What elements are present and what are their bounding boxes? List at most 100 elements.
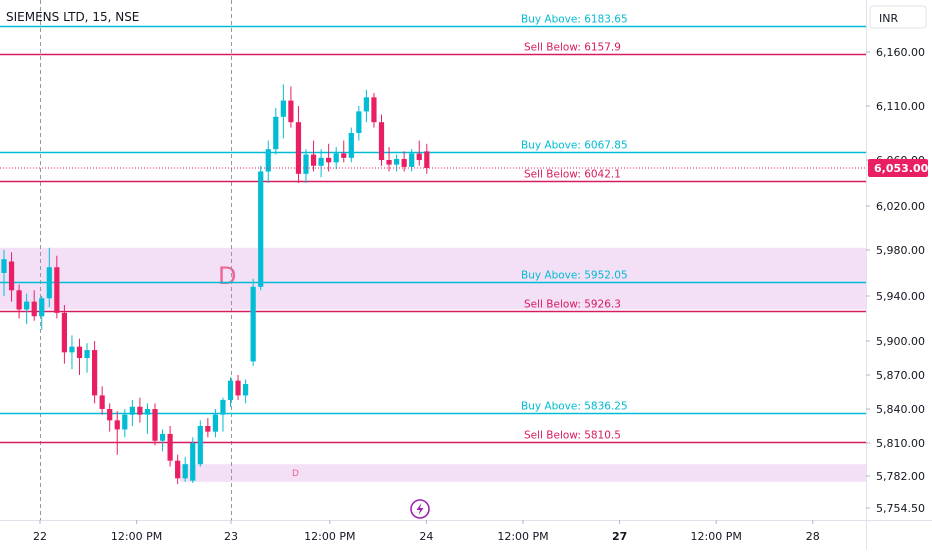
candle[interactable] xyxy=(227,377,234,407)
candle[interactable] xyxy=(8,252,15,302)
candle[interactable] xyxy=(295,106,302,183)
candle[interactable] xyxy=(46,247,52,308)
demand-zone[interactable] xyxy=(180,464,866,482)
lightning-icon[interactable] xyxy=(410,499,430,519)
price-tick-label: 5,840.00 xyxy=(876,403,925,416)
candle[interactable] xyxy=(363,89,369,123)
candle-body xyxy=(46,267,52,299)
candle-body xyxy=(363,97,369,112)
candle[interactable] xyxy=(144,403,151,434)
price-tick-label: 5,810.00 xyxy=(876,437,925,450)
candle[interactable] xyxy=(326,143,332,172)
price-axis[interactable]: 6,160.006,110.006,060.006,020.005,980.00… xyxy=(866,46,929,515)
level-label-sell: Sell Below: 6157.9 xyxy=(524,42,621,54)
candle[interactable] xyxy=(107,403,113,432)
candle[interactable] xyxy=(197,420,203,467)
candle-body xyxy=(401,158,407,167)
candle[interactable] xyxy=(220,397,226,432)
demand-zone[interactable] xyxy=(0,247,866,310)
candle[interactable] xyxy=(54,255,60,319)
candle[interactable] xyxy=(250,278,256,366)
candle-body xyxy=(424,151,430,169)
candle[interactable] xyxy=(288,86,294,128)
candle[interactable] xyxy=(273,108,279,155)
time-tick-label: 12:00 PM xyxy=(691,530,742,543)
candle[interactable] xyxy=(122,409,128,438)
candle[interactable] xyxy=(243,379,249,404)
candle-body xyxy=(1,259,7,273)
candle[interactable] xyxy=(371,93,377,128)
candle-body xyxy=(24,301,30,310)
candle[interactable] xyxy=(205,418,211,438)
candle[interactable] xyxy=(92,341,98,404)
candle-body xyxy=(205,426,211,432)
level-label-sell: Sell Below: 6042.1 xyxy=(524,169,621,181)
candle[interactable] xyxy=(99,386,105,415)
candle[interactable] xyxy=(190,437,196,483)
candle[interactable] xyxy=(137,397,143,423)
candle[interactable] xyxy=(348,127,354,163)
candle[interactable] xyxy=(1,250,7,296)
candle[interactable] xyxy=(401,151,407,172)
candle[interactable] xyxy=(152,403,158,446)
candle[interactable] xyxy=(129,399,135,426)
candle[interactable] xyxy=(212,409,218,438)
price-tick-label: 5,900.00 xyxy=(876,335,925,348)
candle[interactable] xyxy=(356,106,362,141)
candle[interactable] xyxy=(39,296,45,330)
currency-badge[interactable]: INR xyxy=(869,5,927,29)
candle[interactable] xyxy=(341,140,347,163)
candle[interactable] xyxy=(386,147,392,172)
candle[interactable] xyxy=(280,84,286,139)
candle[interactable] xyxy=(303,149,309,183)
candle[interactable] xyxy=(424,143,430,174)
candle[interactable] xyxy=(258,165,264,291)
candle-body xyxy=(212,414,218,432)
price-tick-label: 5,980.00 xyxy=(876,244,925,257)
time-tick-label: 22 xyxy=(33,530,47,543)
candle[interactable] xyxy=(159,429,166,452)
candle[interactable] xyxy=(182,457,188,482)
candle-body xyxy=(137,406,143,415)
candle[interactable] xyxy=(114,411,120,455)
candle[interactable] xyxy=(310,140,317,172)
price-tick-label: 5,782.00 xyxy=(876,470,925,483)
candle[interactable] xyxy=(61,305,67,364)
candle-body xyxy=(288,100,294,123)
currency-label[interactable]: INR xyxy=(879,12,898,25)
candle[interactable] xyxy=(318,149,324,178)
candle[interactable] xyxy=(84,343,90,373)
candle-body xyxy=(273,116,279,150)
candle[interactable] xyxy=(175,454,181,485)
price-tick-label: 5,940.00 xyxy=(876,290,925,303)
candle-body xyxy=(114,420,120,430)
session-breaks xyxy=(40,0,232,520)
candle[interactable] xyxy=(333,147,339,170)
candle-body xyxy=(129,406,135,415)
candles[interactable] xyxy=(1,84,430,485)
candle[interactable] xyxy=(416,140,422,166)
candle[interactable] xyxy=(394,154,400,172)
candle[interactable] xyxy=(167,426,173,467)
candle-body xyxy=(175,460,181,479)
price-tick-label: 5,870.00 xyxy=(876,369,925,382)
candle[interactable] xyxy=(16,284,22,319)
candle[interactable] xyxy=(76,338,83,375)
candle[interactable] xyxy=(31,290,37,321)
candle[interactable] xyxy=(24,293,30,325)
candle[interactable] xyxy=(378,114,385,166)
candle-body xyxy=(295,122,302,174)
candle-body xyxy=(16,290,22,310)
candle-body xyxy=(235,380,241,396)
candle[interactable] xyxy=(69,335,75,370)
time-tick-label: 12:00 PM xyxy=(111,530,162,543)
level-label-buy: Buy Above: 6183.65 xyxy=(521,14,628,26)
candle[interactable] xyxy=(265,140,271,183)
time-axis[interactable]: 22 12:00 PM 23 12:00 PM 24 12:00 PM 27 12:00 PM… xyxy=(33,520,820,543)
candle[interactable] xyxy=(235,375,241,400)
candle-body xyxy=(122,414,128,430)
demand-zone-label: D xyxy=(292,469,299,479)
candle-body xyxy=(167,433,173,461)
